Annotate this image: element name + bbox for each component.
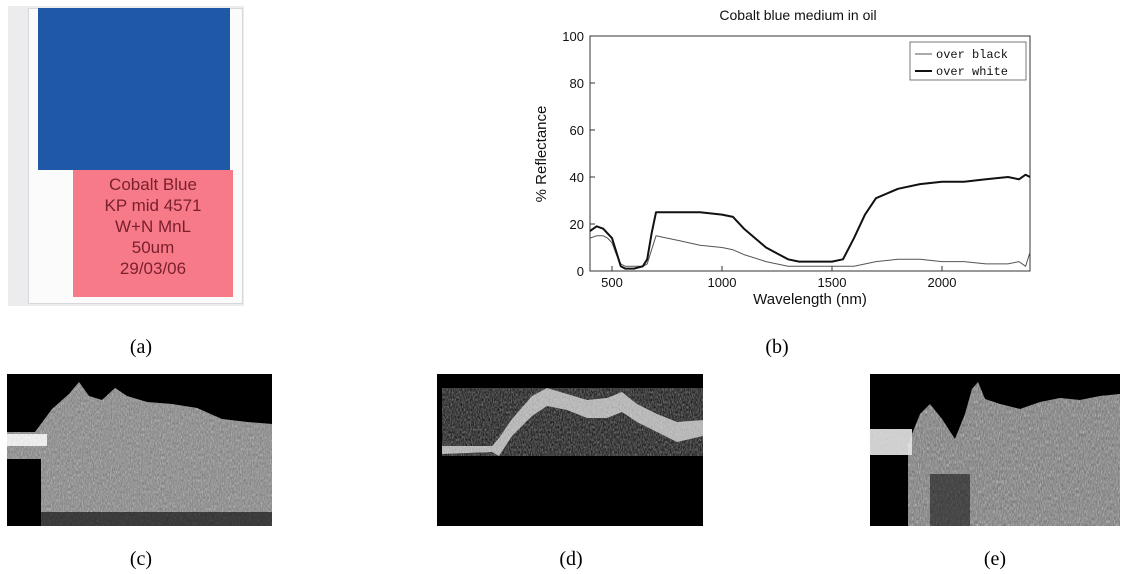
reflectance-chart-svg: Cobalt blue medium in oil 0 20 40 60 80 100 5… (533, 7, 1031, 308)
series-group (589, 173, 1031, 270)
caption-a: (a) (129, 336, 153, 358)
caption-d: (d) (559, 548, 583, 570)
caption-b: (b) (765, 336, 789, 358)
plot-frame (589, 35, 1031, 272)
oct-scan-d (437, 374, 703, 526)
series-line-over-white (589, 173, 1031, 270)
x-tick-label: 500 (601, 275, 623, 290)
legend-label-over-white: over white (936, 65, 1008, 79)
y-tick-label: 100 (562, 29, 584, 44)
label-line: KP mid 4571 (104, 196, 202, 215)
sample-card: Cobalt Blue KP mid 4571 W+N MnL 50um 29/… (28, 8, 243, 304)
oct-scan-c (7, 374, 272, 526)
x-tick-label: 1500 (818, 275, 847, 290)
label-line: W+N MnL (114, 217, 192, 236)
y-axis: 0 20 40 60 80 100 (562, 29, 595, 279)
chart-legend: over black over white (909, 41, 1027, 81)
y-tick-label: 20 (570, 217, 584, 232)
x-tick-label: 2000 (928, 275, 957, 290)
reflectance-chart: Cobalt blue medium in oil 0 20 40 60 80 100 5… (526, 0, 1046, 318)
x-axis-label: Wavelength (nm) (753, 291, 867, 308)
oct-scan-e (870, 374, 1120, 526)
cobalt-blue-swatch (38, 8, 230, 170)
y-axis-label: % Reflectance (533, 106, 550, 203)
paint-sample-photo: Cobalt Blue KP mid 4571 W+N MnL 50um 29/… (8, 6, 244, 306)
x-tick-label: 1000 (708, 275, 737, 290)
sample-label: Cobalt Blue KP mid 4571 W+N MnL 50um 29/… (73, 170, 233, 297)
label-line: 50um (131, 238, 175, 257)
y-tick-label: 80 (570, 76, 584, 91)
legend-label-over-black: over black (936, 48, 1008, 62)
y-tick-label: 60 (570, 123, 584, 138)
y-tick-label: 40 (570, 170, 584, 185)
caption-e: (e) (983, 548, 1007, 570)
legend-box (909, 41, 1027, 81)
y-tick-label: 0 (577, 264, 584, 279)
label-line: Cobalt Blue (109, 175, 197, 194)
caption-c: (c) (129, 548, 153, 570)
label-line: 29/03/06 (119, 259, 187, 278)
chart-title: Cobalt blue medium in oil (719, 7, 876, 23)
x-axis: 500 1000 1500 2000 (601, 266, 956, 290)
